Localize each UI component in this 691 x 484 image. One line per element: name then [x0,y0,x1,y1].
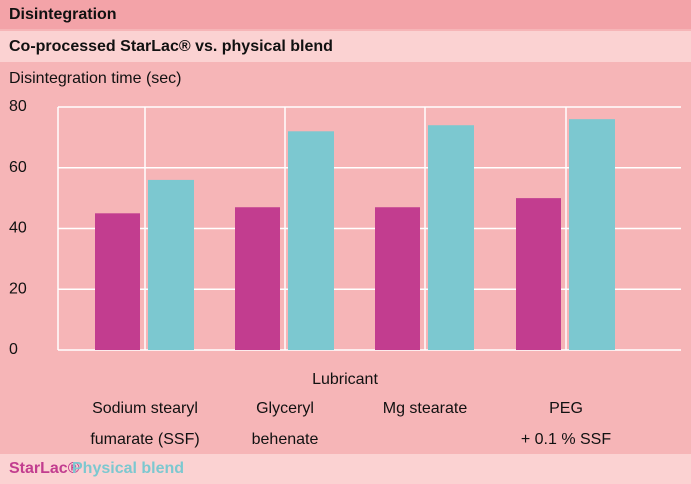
subtitle-band [0,31,691,62]
y-tick-label: 60 [9,159,27,176]
chart-title: Disintegration [9,6,117,23]
y-axis-label: Disintegration time (sec) [9,70,182,87]
legend-band [0,454,691,484]
bar [569,119,615,351]
x-tick-label: fumarate (SSF) [90,431,199,448]
bar [148,179,194,350]
x-tick-label: + 0.1 % SSF [521,431,611,448]
x-tick-label: Mg stearate [383,400,468,417]
y-tick-label: 20 [9,280,27,297]
legend-entry: Physical blend [72,460,184,477]
x-tick-label: Glyceryl [256,400,314,417]
bar [95,213,140,350]
bar [288,131,334,350]
y-tick-label: 80 [9,98,27,115]
x-axis-label: Lubricant [312,371,378,388]
bar [516,198,561,350]
y-tick-label: 0 [9,341,18,358]
y-tick-label: 40 [9,220,27,237]
x-tick-label: PEG [549,400,583,417]
legend-entry: StarLac® [9,460,80,477]
x-tick-label: Sodium stearyl [92,400,198,417]
bar [428,125,474,350]
bar [235,207,280,350]
x-tick-label: behenate [252,431,319,448]
title-band [0,0,691,29]
bar [375,207,420,350]
chart-subtitle: Co-processed StarLac® vs. physical blend [9,38,333,55]
